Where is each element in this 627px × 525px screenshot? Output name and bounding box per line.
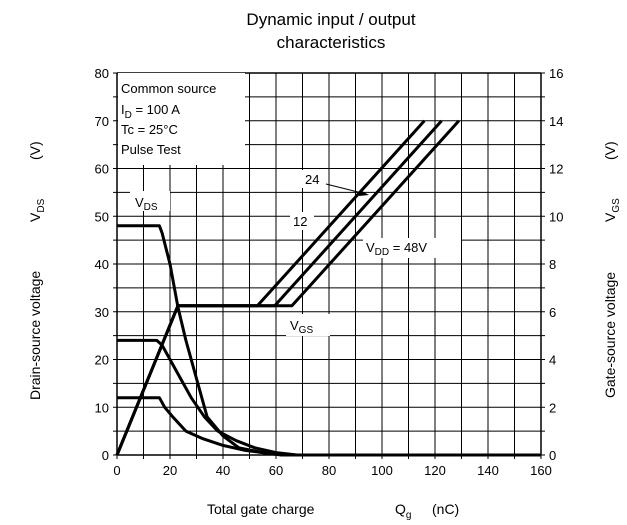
svg-text:(V): (V) bbox=[602, 141, 618, 160]
vds-curve-label: VDS bbox=[135, 195, 158, 213]
svg-text:VDS: VDS bbox=[27, 198, 47, 222]
y-left-tick-label: 10 bbox=[95, 400, 109, 415]
y-right-tick-label: 0 bbox=[549, 448, 556, 463]
y-right-tick-label: 10 bbox=[549, 209, 563, 224]
chart-title-line1: Dynamic input / output bbox=[246, 10, 415, 29]
condition-tc: Tc = 25°C bbox=[121, 122, 178, 137]
conditions-box: Common source ID = 100 A Tc = 25°C Pulse… bbox=[118, 73, 245, 165]
y-left-axis-label: Drain-source voltage VDS (V) bbox=[27, 141, 47, 400]
svg-text:(nC): (nC) bbox=[432, 501, 459, 517]
x-tick-label: 0 bbox=[113, 463, 120, 478]
condition-id: ID = 100 A bbox=[121, 102, 180, 121]
vds-curve-2 bbox=[117, 396, 541, 457]
y-left-tick-label: 60 bbox=[95, 162, 109, 177]
svg-text:Gate-source voltage: Gate-source voltage bbox=[602, 272, 618, 398]
svg-text:Drain-source voltage: Drain-source voltage bbox=[27, 271, 43, 400]
x-tick-label: 40 bbox=[216, 463, 230, 478]
vdd-12-label: 12 bbox=[293, 214, 307, 229]
y-right-tick-label: 8 bbox=[549, 257, 556, 272]
y-left-tick-label: 30 bbox=[95, 305, 109, 320]
y-right-tick-label: 16 bbox=[549, 66, 563, 81]
x-tick-label: 140 bbox=[477, 463, 499, 478]
vgs-curve-label: VGS bbox=[290, 318, 313, 336]
y-left-tick-label: 20 bbox=[95, 353, 109, 368]
y-left-tick-label: 50 bbox=[95, 209, 109, 224]
series-group bbox=[115, 119, 541, 457]
vdd-24-arrowhead bbox=[359, 190, 369, 196]
y-left-tick-label: 40 bbox=[95, 257, 109, 272]
x-axis-label: Total gate charge Qg (nC) bbox=[207, 501, 459, 521]
y-right-tick-label: 2 bbox=[549, 400, 556, 415]
y-left-tick-label: 70 bbox=[95, 114, 109, 129]
vdd-24-leader bbox=[325, 183, 367, 195]
y-left-tick-label: 0 bbox=[102, 448, 109, 463]
condition-pulse-test: Pulse Test bbox=[121, 142, 181, 157]
vgs-curve-5 bbox=[115, 119, 461, 456]
y-left-tick-label: 80 bbox=[95, 66, 109, 81]
y-right-tick-label: 4 bbox=[549, 353, 556, 368]
svg-text:Qg: Qg bbox=[395, 501, 411, 521]
chart-title-line2: characteristics bbox=[277, 33, 386, 52]
condition-common-source: Common source bbox=[121, 81, 216, 96]
x-tick-label: 160 bbox=[530, 463, 552, 478]
svg-text:Total gate charge: Total gate charge bbox=[207, 501, 315, 517]
svg-text:VGS: VGS bbox=[602, 198, 622, 222]
svg-text:(V): (V) bbox=[27, 141, 43, 160]
x-tick-label: 100 bbox=[371, 463, 393, 478]
y-right-tick-label: 6 bbox=[549, 305, 556, 320]
x-tick-label: 120 bbox=[424, 463, 446, 478]
y-right-tick-label: 14 bbox=[549, 114, 563, 129]
y-right-axis-label: Gate-source voltage VGS (V) bbox=[602, 141, 622, 398]
x-tick-label: 60 bbox=[269, 463, 283, 478]
x-tick-label: 80 bbox=[322, 463, 336, 478]
y-right-tick-label: 12 bbox=[549, 162, 563, 177]
tick-labels: 0 20 40 60 80 100 120 140 1600102030405060708002… bbox=[95, 66, 564, 478]
x-tick-label: 20 bbox=[163, 463, 177, 478]
vdd-48-label: VDD = 48V bbox=[366, 240, 427, 258]
vdd-24-label: 24 bbox=[305, 172, 319, 187]
